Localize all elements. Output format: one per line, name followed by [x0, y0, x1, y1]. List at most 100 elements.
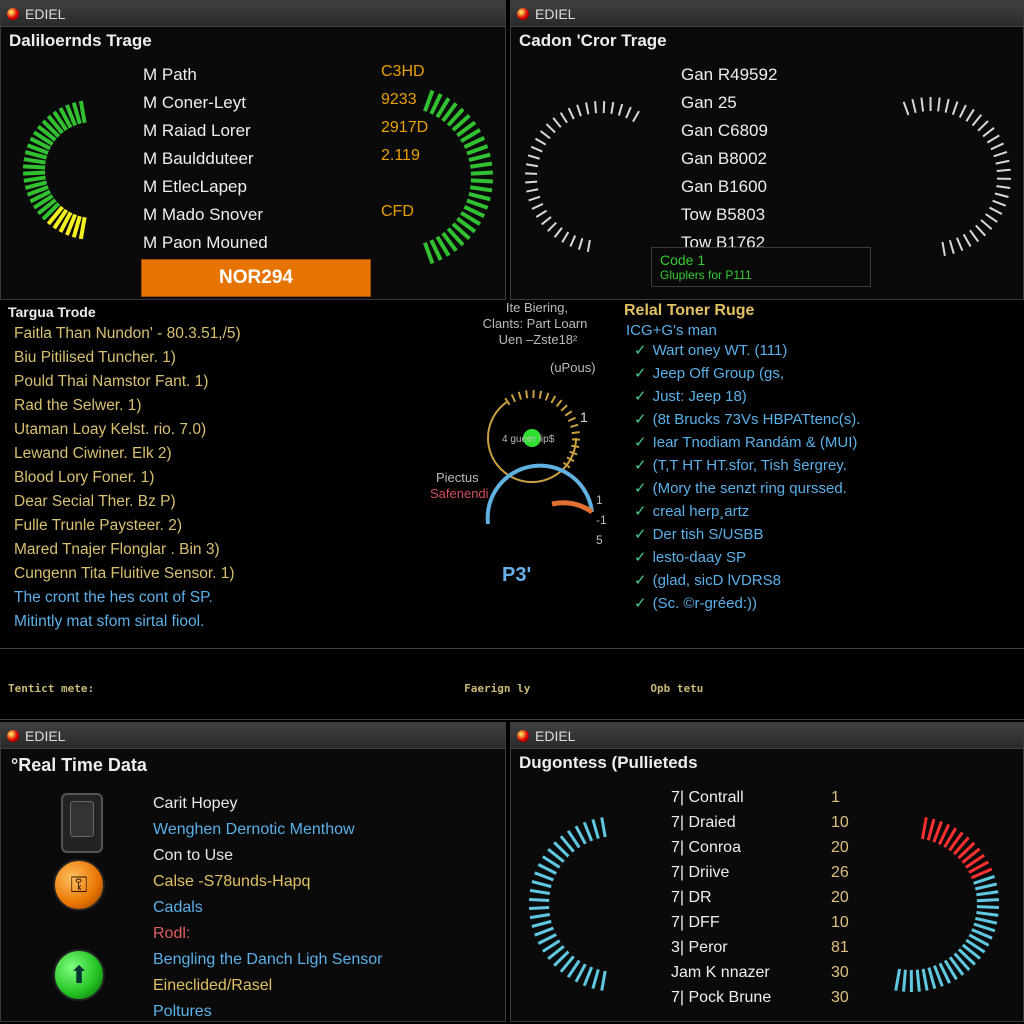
cg-side2: Safenendi: [430, 486, 489, 501]
m-row: M Paon Mouned: [143, 229, 268, 257]
m-row: M Raiad Lorer: [143, 117, 268, 145]
cg-title-2: Clants: Part Loarn: [450, 316, 620, 331]
t-row: Dear Secial Ther. Bz P): [0, 490, 440, 514]
d-row: 7| Pock Brune30: [671, 985, 771, 1010]
m-value: 9233: [381, 91, 417, 109]
key-icon[interactable]: ⚿: [53, 859, 105, 911]
d-row: Jam K nnazer30: [671, 960, 771, 985]
gauge-b-left-icon: [511, 57, 671, 297]
d-row: 7| Conroa20: [671, 835, 771, 860]
rt-row: Rodl:: [153, 921, 383, 947]
rt-row: Wenghen Dernotic Menthow: [153, 817, 383, 843]
d-row: 7| DFF10: [671, 910, 771, 935]
svg-text:1: 1: [580, 409, 588, 425]
code-line-1: Code 1: [660, 252, 862, 268]
panel-daliloernds: EDIEL Daliloernds Trage M PathM Coner-Le…: [0, 0, 506, 300]
t-row: Mitintly mat sfom sirtal fiool.: [0, 610, 440, 634]
g-row: Gan R49592: [681, 61, 777, 89]
g-row: Gan C6809: [681, 117, 777, 145]
targua-title: Targua Trode: [0, 300, 440, 322]
panel-c-title: °Real Time Data: [1, 749, 505, 782]
g-row: Gan B8002: [681, 145, 777, 173]
panel-d-titlebar: EDIEL: [511, 723, 1023, 749]
g-row: Tow B5803: [681, 201, 777, 229]
d-row: 7| Driive26: [671, 860, 771, 885]
device-icon: [61, 793, 103, 853]
targua-section: Targua Trode Faitla Than Nundon' - 80.3.…: [0, 300, 440, 634]
panel-a-list: M PathM Coner-LeytM Raiad LorerM Baulddu…: [143, 61, 268, 257]
cg-title-1: Ite Biering,: [462, 300, 612, 315]
panel-d-title: Dugontess (Pullieteds: [511, 749, 1023, 775]
r-row: ✓Wart oney WT. (111): [616, 339, 1020, 362]
t-row: The cront the hes cont of SP.: [0, 586, 440, 610]
cg-side1: Piectus: [436, 470, 479, 485]
d-row: 7| DR20: [671, 885, 771, 910]
m-row: M Path: [143, 61, 268, 89]
rt-row: Poltures: [153, 999, 383, 1022]
r-row: ✓Just: Jeep 18): [616, 385, 1020, 408]
tk-h2: Faerign ly: [464, 682, 530, 695]
m-row: M Mado Snover: [143, 201, 268, 229]
m-value: 2.119: [381, 147, 420, 165]
t-row: Biu Pitilised Tuncher. 1): [0, 346, 440, 370]
gauge-b-right-icon: [871, 57, 1024, 297]
m-row: M Bauldduteer: [143, 145, 268, 173]
brand-label: EDIEL: [535, 728, 575, 744]
t-row: Rad the Selwer. 1): [0, 394, 440, 418]
g-row: Gan 25: [681, 89, 777, 117]
rt-row: Bengling the Danch Ligh Sensor: [153, 947, 383, 973]
relal-section: Relal Toner Ruge ICG+G's man ✓Wart oney …: [616, 300, 1020, 615]
brand-dot-icon: [7, 8, 19, 20]
t-row: Cungenn Tita Fluitive Sensor. 1): [0, 562, 440, 586]
panel-b-title: Cadon 'Cror Trage: [511, 27, 1023, 53]
brand-dot-icon: [517, 8, 529, 20]
t-row: Blood Lory Foner. 1): [0, 466, 440, 490]
t-row: Fulle Trunle Paysteer. 2): [0, 514, 440, 538]
g-row: Gan B1600: [681, 173, 777, 201]
svg-text:4 gueer lip$: 4 gueer lip$: [502, 434, 555, 445]
t-row: Mared Tnajer Flonglar . Bin 3): [0, 538, 440, 562]
code-line-2: Gluplers for P111: [660, 268, 862, 282]
panel-b-list: Gan R49592Gan 25Gan C6809Gan B8002Gan B1…: [681, 61, 777, 257]
m-value: CFD: [381, 203, 414, 221]
panel-a-title: Daliloernds Trage: [1, 27, 505, 53]
panel-b-titlebar: EDIEL: [511, 1, 1023, 27]
brand-dot-icon: [517, 730, 529, 742]
nor-button[interactable]: NOR294: [141, 259, 371, 297]
r-row: ✓(Mory the senzt ring qurssed.: [616, 477, 1020, 500]
panel-a-titlebar: EDIEL: [1, 1, 505, 27]
d-row: 7| Contrall1: [671, 785, 771, 810]
panel-cadon: EDIEL Cadon 'Cror Trage Gan R49592Gan 25…: [510, 0, 1024, 300]
code-box: Code 1 Gluplers for P111: [651, 247, 871, 287]
brand-label: EDIEL: [25, 728, 65, 744]
panel-realtime: EDIEL °Real Time Data ⚿ ⬆ Carit HopeyWen…: [0, 722, 506, 1022]
r-row: ✓(glad, sicD lVDRS8: [616, 569, 1020, 592]
m-row: M Coner-Leyt: [143, 89, 268, 117]
panel-c-list: Carit HopeyWenghen Dernotic MenthowCon t…: [153, 791, 383, 1022]
upload-icon[interactable]: ⬆: [53, 949, 105, 1001]
relal-title: Relal Toner Ruge: [616, 300, 1020, 322]
panel-c-titlebar: EDIEL: [1, 723, 505, 749]
tk-h3: Opb tetu: [650, 682, 703, 695]
t-row: Pould Thai Namstor Fant. 1): [0, 370, 440, 394]
rt-row: Cadals: [153, 895, 383, 921]
rt-row: Calse -S78unds-Hapq: [153, 869, 383, 895]
gauge-d-left-icon: [510, 779, 667, 1022]
t-row: Utaman Loay Kelst. rio. 7.0): [0, 418, 440, 442]
r-row: ✓Der tish S/USBB: [616, 523, 1020, 546]
svg-text:5: 5: [596, 533, 603, 547]
r-row: ✓creal herp¸artz: [616, 500, 1020, 523]
gauge-d-right-icon: [871, 779, 1024, 1022]
relal-sub: ICG+G's man: [616, 322, 1020, 339]
brand-dot-icon: [7, 730, 19, 742]
ticker-bar: Tentict mete:Faerign lyOpb tetu 1A vano …: [0, 648, 1024, 720]
r-row: ✓(8t Brucks 73Vs HBPATtenc(s).: [616, 408, 1020, 431]
t-row: Lewand Ciwiner. Elk 2): [0, 442, 440, 466]
r-row: ✓Jeep Off Group (gs,: [616, 362, 1020, 385]
gauge-left-arc-icon: [3, 65, 143, 275]
brand-label: EDIEL: [25, 6, 65, 22]
r-row: ✓(Sc. ©r-gréed:)): [616, 592, 1020, 615]
svg-text:1: 1: [596, 493, 603, 507]
center-gauge: Ite Biering, Clants: Part Loarn Uen –Zst…: [440, 300, 620, 620]
cg-title-3: Uen –Zste18²: [468, 332, 608, 347]
